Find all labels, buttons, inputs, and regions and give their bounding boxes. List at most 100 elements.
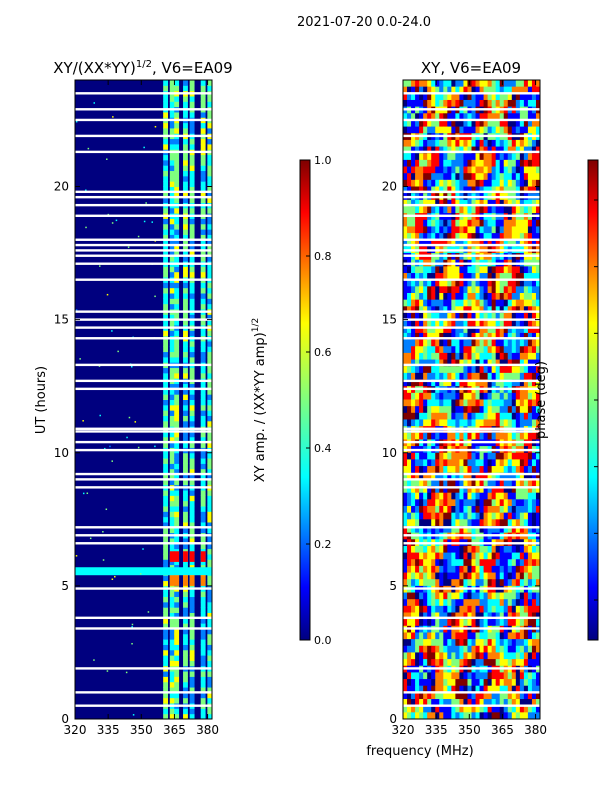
phase-cell (423, 672, 428, 680)
phase-cell (487, 679, 493, 687)
phase-cell (419, 332, 424, 340)
channel-cell (169, 127, 175, 134)
phase-cell (523, 406, 529, 414)
phase-cell (487, 519, 493, 527)
channel-cell (183, 442, 188, 448)
phase-cell (479, 346, 484, 354)
phase-cell (499, 552, 505, 560)
channel-cell (200, 330, 206, 337)
phase-cell (435, 652, 440, 660)
phase-cell (463, 332, 468, 340)
phase-cell (411, 572, 416, 580)
phase-cell (439, 119, 444, 127)
phase-cell (479, 479, 484, 487)
phase-cell (515, 605, 521, 613)
phase-cell (483, 645, 489, 653)
phase-cell (459, 545, 464, 553)
phase-cell (527, 679, 533, 687)
phase-cell (451, 452, 456, 460)
channel-cell (169, 591, 175, 598)
phase-cell (523, 293, 529, 301)
channel-cell (189, 245, 195, 251)
phase-cell (527, 86, 533, 94)
phase-cell (455, 492, 460, 500)
phase-cell (499, 93, 505, 101)
phase-cell (467, 565, 472, 573)
phase-cell (419, 399, 424, 407)
phase-cell (491, 592, 497, 600)
channel-cell (183, 175, 188, 182)
phase-cell (419, 339, 424, 347)
phase-cell (519, 672, 525, 680)
phase-cell (511, 306, 517, 314)
phase-cell (487, 712, 493, 719)
channel-cell (183, 452, 188, 459)
phase-cell (495, 406, 501, 414)
phase-cell (423, 279, 428, 287)
channel-cell (189, 356, 195, 363)
phase-cell (471, 366, 476, 374)
channel-cell (189, 85, 195, 92)
phase-cell (403, 605, 408, 613)
phase-cell (527, 639, 533, 647)
phase-cell (519, 159, 525, 167)
phase-cell (463, 166, 468, 174)
phase-cell (419, 472, 424, 480)
channel-cell (183, 383, 188, 390)
phase-cell (423, 113, 428, 121)
phase-cell (455, 499, 460, 507)
phase-cell (507, 459, 513, 467)
phase-cell (515, 419, 521, 427)
phase-cell (487, 326, 493, 334)
phase-cell (431, 219, 436, 227)
channel-cell (183, 676, 188, 683)
phase-cell (423, 166, 428, 174)
channel-cell (169, 410, 175, 416)
phase-cell (527, 286, 533, 294)
phase-cell (403, 352, 408, 360)
phase-cell (463, 273, 468, 281)
phase-cell (415, 459, 420, 467)
phase-cell (503, 499, 509, 507)
phase-cell (463, 419, 468, 427)
phase-cell (467, 146, 472, 154)
phase-cell (427, 492, 432, 500)
phase-cell (467, 266, 472, 274)
channel-cell (174, 80, 180, 86)
phase-cell (495, 326, 501, 334)
channel-cell (174, 298, 180, 305)
phase-cell (439, 86, 444, 94)
channel-cell (163, 649, 169, 656)
channel-cell (207, 612, 212, 619)
channel-cell (169, 676, 175, 683)
phase-cell (523, 113, 529, 121)
phase-cell (459, 306, 464, 314)
phase-cell (495, 592, 501, 600)
phase-cell (451, 685, 456, 693)
channel-cell (163, 420, 169, 427)
phase-cell (519, 619, 525, 627)
phase-cell (455, 652, 460, 660)
phase-cell (511, 126, 517, 134)
phase-cell (519, 645, 525, 653)
channel-cell (174, 111, 180, 118)
phase-cell (499, 559, 505, 567)
flagged-row (75, 542, 212, 545)
phase-cell (423, 219, 428, 227)
phase-cell (491, 299, 497, 307)
phase-cell (507, 492, 513, 500)
phase-cell (511, 173, 517, 181)
phase-cell (519, 419, 525, 427)
phase-cell (415, 412, 420, 420)
phase-cell (439, 466, 444, 474)
phase-cell (455, 459, 460, 467)
channel-cell (169, 319, 175, 326)
phase-cell (483, 233, 489, 241)
phase-cell (519, 412, 525, 420)
phase-cell (531, 86, 537, 94)
phase-cell (427, 366, 432, 374)
phase-cell (507, 179, 513, 187)
phase-cell (423, 312, 428, 321)
phase-cell (515, 519, 521, 527)
phase-cell (471, 605, 476, 613)
